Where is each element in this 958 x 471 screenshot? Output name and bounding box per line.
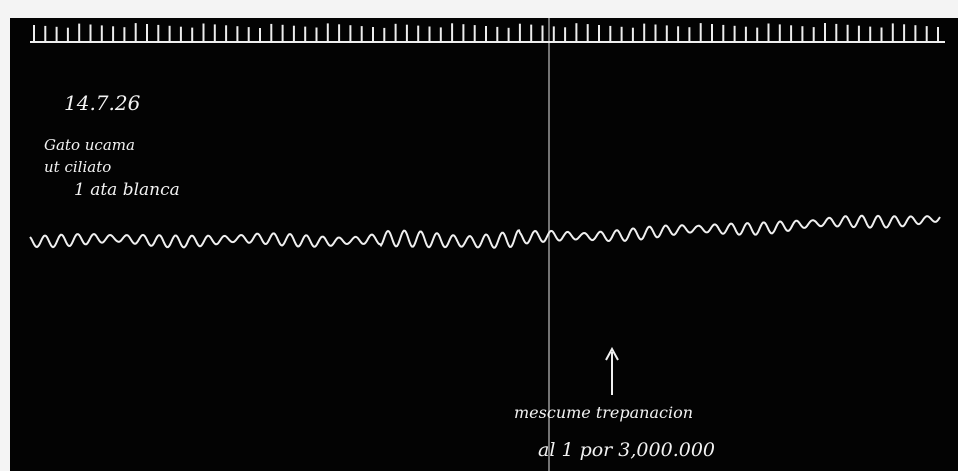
annotation: al 1 por 3,000.000 [538, 439, 715, 461]
left-border [0, 0, 10, 471]
recording: 14.7.26 Gato ucama ut ciliato 1 ata blan… [0, 0, 958, 471]
note: 1 ata blanca [74, 180, 180, 200]
date: 14.7.26 [64, 91, 141, 115]
note: Gato ucama [44, 136, 135, 154]
annotation: mescume trepanacion [514, 403, 693, 422]
note: ut ciliato [44, 158, 111, 176]
top-border [0, 0, 958, 18]
page: {"date": "14.7.26", "notes": ["Gato ucam… [0, 0, 958, 471]
